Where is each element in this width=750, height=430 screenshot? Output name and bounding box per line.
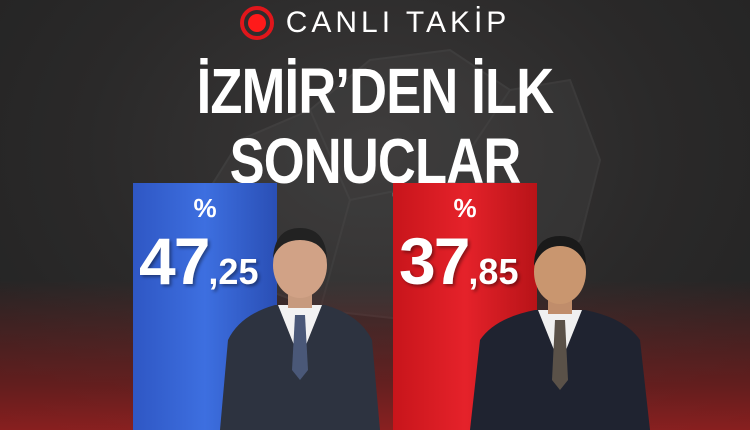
headline: İZMİR’DEN İLK SONUÇLAR [196, 55, 554, 197]
value-decimal: ,25 [208, 251, 259, 292]
value-integer: 37 [399, 224, 470, 298]
result-bar-candidate-2: % 37,85 [393, 183, 537, 430]
percent-symbol: % [193, 193, 217, 223]
result-value: 37,85 [399, 223, 518, 299]
live-badge: CANLI TAKİP [0, 6, 750, 40]
value-decimal: ,85 [468, 251, 519, 292]
record-dot-icon [239, 6, 274, 40]
candidate-1-photo [220, 228, 380, 430]
value-integer: 47 [139, 224, 210, 298]
live-label: CANLI TAKİP [285, 6, 511, 39]
candidate-2-photo [470, 236, 650, 430]
result-value: 47,25 [139, 223, 258, 299]
percent-symbol: % [453, 193, 477, 223]
